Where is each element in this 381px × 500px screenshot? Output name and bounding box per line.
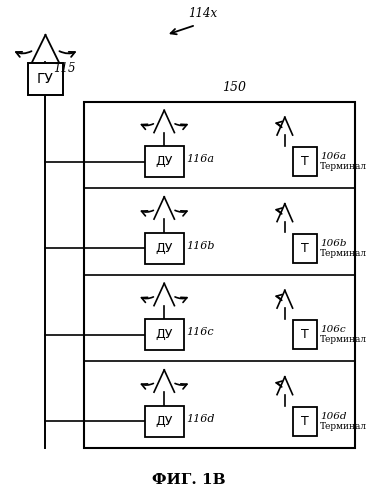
Text: ФИГ. 1В: ФИГ. 1В: [152, 473, 225, 487]
Text: Т: Т: [301, 155, 309, 168]
Bar: [28, 64, 63, 96]
Text: 106c: 106c: [320, 326, 346, 334]
Text: Терминал: Терминал: [320, 422, 367, 431]
Text: 114x: 114x: [188, 7, 218, 20]
Text: 116b: 116b: [186, 241, 214, 251]
Text: Т: Т: [301, 242, 309, 255]
Text: 116a: 116a: [186, 154, 214, 164]
Bar: [145, 406, 184, 436]
Bar: [85, 102, 355, 448]
Text: 150: 150: [222, 81, 246, 94]
Text: Терминал: Терминал: [320, 162, 367, 171]
Bar: [293, 407, 317, 436]
Text: ДУ: ДУ: [155, 415, 173, 428]
Text: 116d: 116d: [186, 414, 214, 424]
Bar: [293, 148, 317, 176]
Text: ДУ: ДУ: [155, 242, 173, 255]
Text: 106b: 106b: [320, 239, 347, 248]
Text: ДУ: ДУ: [155, 328, 173, 342]
Text: 106a: 106a: [320, 152, 346, 162]
Bar: [145, 233, 184, 264]
Text: Терминал: Терминал: [320, 248, 367, 258]
Bar: [293, 234, 317, 262]
Text: Т: Т: [301, 328, 309, 342]
Text: Т: Т: [301, 415, 309, 428]
Text: 116c: 116c: [186, 328, 213, 338]
Bar: [293, 320, 317, 349]
Text: ГУ: ГУ: [37, 72, 54, 86]
Text: 106d: 106d: [320, 412, 347, 421]
Text: 115: 115: [54, 62, 76, 75]
Bar: [145, 320, 184, 350]
Text: Терминал: Терминал: [320, 335, 367, 344]
Text: ДУ: ДУ: [155, 155, 173, 168]
Bar: [145, 146, 184, 177]
